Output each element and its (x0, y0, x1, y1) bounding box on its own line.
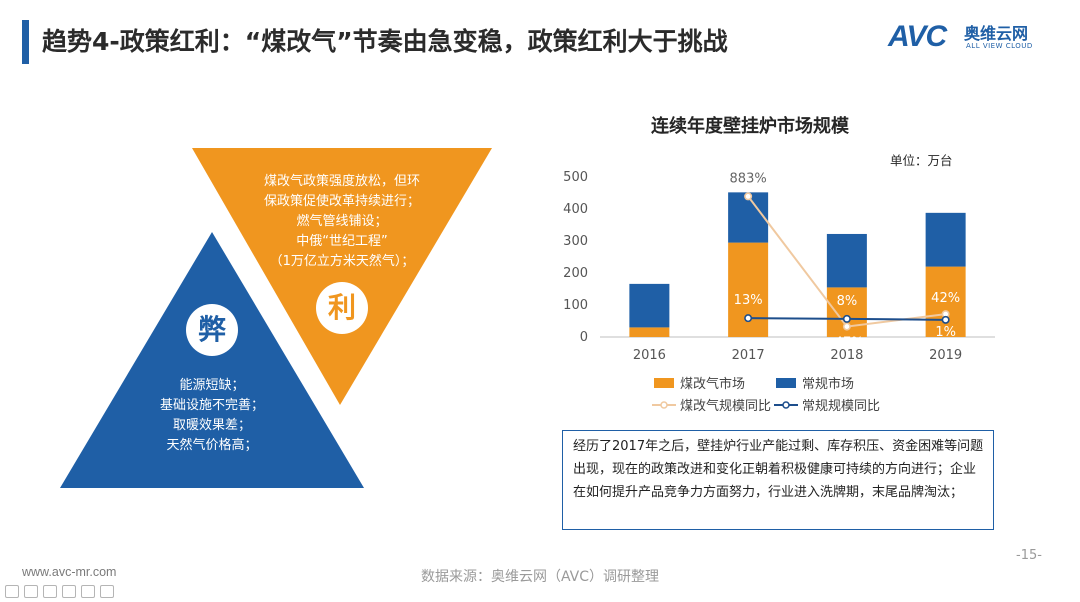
drawback-line: 基础设施不完善； (159, 398, 264, 413)
benefit-line: 煤改气政策强度放松，但环 (263, 174, 420, 189)
drawback-line: 天然气价格高； (166, 438, 258, 453)
title-accent-bar (22, 20, 29, 64)
drawback-line: 能源短缺； (179, 378, 245, 393)
benefit-line: 保政策促使改革持续进行； (263, 194, 420, 209)
growth-data-label: 42% (931, 291, 960, 306)
logo-mark: AVC (888, 20, 947, 53)
pointer-icon[interactable] (81, 585, 95, 598)
footer-url[interactable]: www.avc-mr.com (22, 565, 117, 579)
growth-data-label: 1% (935, 325, 956, 340)
growth-data-label: 8% (837, 294, 858, 309)
legend-swatch (654, 378, 674, 388)
bar-regular (826, 233, 867, 288)
y-tick-label: 400 (563, 202, 588, 217)
slide-toolbar[interactable] (0, 583, 114, 599)
unit-label: 单位：万台 (890, 153, 953, 168)
y-tick-label: 0 (580, 330, 588, 345)
growth-point (744, 192, 753, 201)
y-tick-label: 200 (563, 266, 588, 281)
chart-title: 连续年度壁挂炉市场规模 (651, 116, 849, 137)
legend-swatch (776, 378, 796, 388)
page-number: -15- (1016, 548, 1042, 563)
y-tick-label: 100 (563, 298, 588, 313)
eraser-icon[interactable] (62, 585, 76, 598)
benefit-triangle (192, 148, 492, 405)
y-tick-label: 300 (563, 234, 588, 249)
legend-label: 煤改气市场 (680, 376, 745, 392)
growth-data-label: 883% (730, 171, 767, 186)
data-source: 数据来源：奥维云网（AVC）调研整理 (420, 569, 660, 585)
logo-cn: 奥维云网 (964, 24, 1029, 43)
camera-icon[interactable] (100, 585, 114, 598)
bar-regular (629, 283, 670, 328)
growth-point (842, 322, 851, 331)
logo-en: ALL VIEW CLOUD (966, 42, 1033, 50)
benefit-line: 燃气管线铺设； (296, 214, 388, 229)
pen-icon[interactable] (43, 585, 57, 598)
x-tick-label: 2018 (830, 348, 863, 363)
legend-label: 煤改气规模同比 (680, 398, 771, 414)
benefit-badge: 利 (316, 282, 368, 334)
x-tick-label: 2016 (633, 348, 666, 363)
y-tick-label: 500 (563, 170, 588, 185)
avc-logo: AVC 奥维云网 ALL VIEW CLOUD (888, 18, 1060, 58)
legend-marker (782, 401, 790, 409)
prev-slide-icon[interactable] (5, 585, 19, 598)
drawback-text: 能源短缺； 基础设施不完善； 取暖效果差； 天然气价格高； (112, 376, 312, 456)
bar-coal-to-gas (629, 327, 670, 337)
legend-label: 常规规模同比 (802, 399, 880, 414)
bar-coal-to-gas (728, 242, 769, 337)
drawback-line: 取暖效果差； (172, 418, 251, 433)
bar-coal-to-gas (925, 266, 966, 337)
drawback-badge: 弊 (186, 304, 238, 356)
slides-icon[interactable] (24, 585, 38, 598)
growth-data-label: -47% (830, 336, 864, 351)
x-tick-label: 2019 (929, 348, 962, 363)
growth-point (744, 314, 753, 323)
x-tick-label: 2017 (732, 348, 765, 363)
growth-data-label: 13% (734, 293, 763, 308)
growth-point (842, 314, 851, 323)
legend-label: 常规市场 (802, 376, 854, 392)
growth-point (941, 315, 950, 324)
page-title: 趋势4-政策红利：“煤改气”节奏由急变稳，政策红利大于挑战 (42, 27, 728, 56)
bar-regular (728, 192, 769, 243)
legend-marker (660, 401, 668, 409)
drawback-triangle (60, 232, 364, 488)
benefit-text: 煤改气政策强度放松，但环 保政策促使改革持续进行； 燃气管线铺设； 中俄“世纪工… (222, 172, 462, 272)
market-size-chart: 0 100 200 300 400 500 2016 2017 2018 2019 883% -47%… (563, 170, 995, 414)
benefit-line: （1万亿立方米天然气）； (269, 254, 415, 269)
description-box: 经历了2017年之后，壁挂炉行业产能过剩、库存积压、资金困难等问题出现，现在的政… (562, 430, 994, 530)
bar-regular (925, 212, 966, 267)
benefit-line: 中俄“世纪工程” (296, 234, 388, 249)
